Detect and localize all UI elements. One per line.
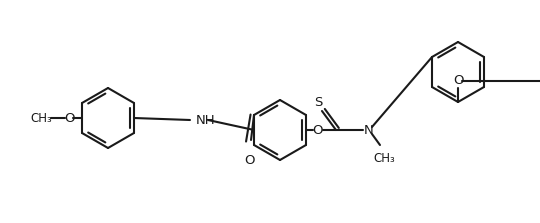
Text: O: O [244,154,254,167]
Text: O: O [313,124,323,136]
Text: NH: NH [196,114,215,126]
Text: CH₃: CH₃ [30,112,52,124]
Text: O: O [453,74,463,87]
Text: S: S [314,97,322,109]
Text: O: O [64,112,75,124]
Text: CH₃: CH₃ [373,152,395,165]
Text: N: N [364,124,374,136]
